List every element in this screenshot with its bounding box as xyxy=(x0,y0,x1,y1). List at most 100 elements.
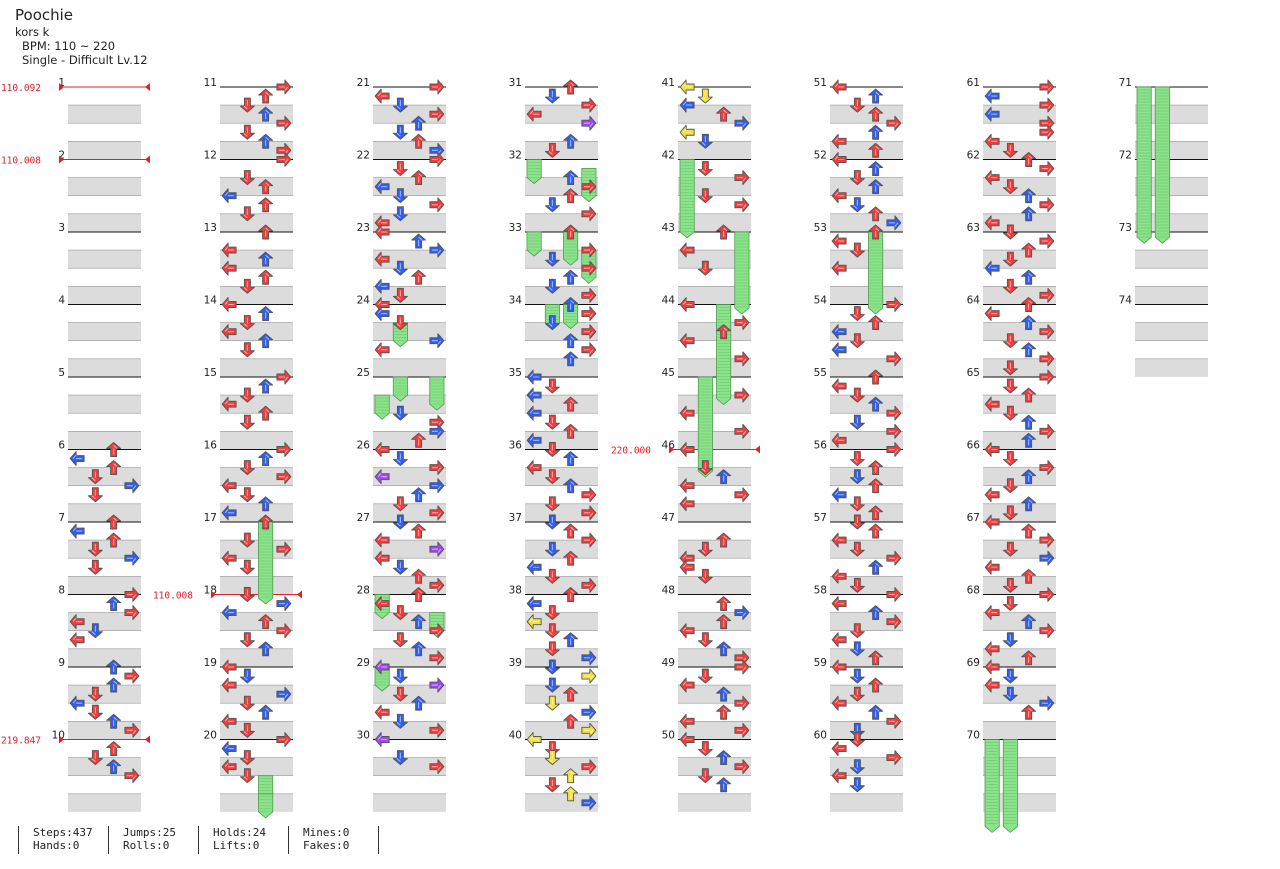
step-arrow xyxy=(1039,623,1055,639)
step-arrow xyxy=(411,432,427,448)
step-arrow xyxy=(563,550,579,566)
step-arrow xyxy=(849,623,865,639)
arrow-highlight xyxy=(224,191,235,197)
arrow-highlight xyxy=(834,536,845,541)
beat-stripe xyxy=(68,467,141,486)
arrow-highlight xyxy=(682,554,693,559)
step-arrow xyxy=(239,414,255,430)
step-arrow xyxy=(581,97,597,113)
measure-number: 39 xyxy=(509,657,522,669)
measure-50: 50 xyxy=(662,730,751,812)
step-arrow xyxy=(868,478,884,494)
arrow-highlight xyxy=(418,173,423,183)
arrow-highlight xyxy=(529,409,540,414)
arrow-highlight xyxy=(278,738,289,744)
arrow-highlight xyxy=(723,707,728,718)
measure-number: 11 xyxy=(204,77,217,89)
step-arrow xyxy=(239,124,255,140)
arrow-highlight xyxy=(1028,209,1033,219)
step-arrow xyxy=(563,478,579,494)
beat-stripe xyxy=(68,612,141,631)
step-arrow xyxy=(697,460,713,476)
step-arrow xyxy=(563,170,579,186)
arrow-highlight xyxy=(1041,131,1052,137)
beat-stripe xyxy=(525,177,598,196)
beat-stripe xyxy=(220,793,293,812)
step-arrow xyxy=(239,587,255,602)
step-arrow xyxy=(258,496,274,512)
arrow-highlight xyxy=(1006,381,1011,391)
step-arrow xyxy=(563,768,579,784)
measure-number: 67 xyxy=(967,512,980,524)
beat-stripe xyxy=(678,286,751,305)
beat-stripe xyxy=(525,105,598,124)
measure-number: 49 xyxy=(662,657,675,669)
step-arrow xyxy=(1002,360,1018,376)
arrow-highlight xyxy=(570,336,575,346)
arrow-highlight xyxy=(418,236,423,247)
stat-label: Fakes xyxy=(303,839,337,852)
arrow-highlight xyxy=(418,617,423,627)
step-arrow xyxy=(831,79,847,95)
arrow-highlight xyxy=(853,199,858,210)
step-arrow xyxy=(849,333,865,349)
arrow-highlight xyxy=(113,535,118,546)
step-arrow xyxy=(679,405,695,421)
step-arrow xyxy=(258,179,274,195)
arrow-highlight xyxy=(570,635,575,645)
arrow-highlight xyxy=(875,463,880,473)
arrow-highlight xyxy=(396,290,401,300)
step-arrow xyxy=(392,315,408,331)
arrow-highlight xyxy=(736,430,747,436)
step-arrow xyxy=(258,197,274,213)
arrow-highlight xyxy=(875,91,880,102)
measure-number: 53 xyxy=(814,222,827,234)
arrow-highlight xyxy=(396,408,401,418)
bpm-tick-right xyxy=(297,590,302,599)
arrow-highlight xyxy=(682,300,693,306)
beat-stripe xyxy=(1135,286,1208,305)
arrow-highlight xyxy=(265,644,270,654)
beat-stripe xyxy=(983,540,1056,559)
arrow-highlight xyxy=(377,708,388,713)
measure-64: 64 xyxy=(967,295,1056,377)
step-arrow xyxy=(429,722,445,738)
measure-number: 27 xyxy=(357,512,370,524)
beat-stripe xyxy=(983,467,1056,486)
measure-number: 37 xyxy=(509,512,522,524)
step-arrow xyxy=(276,469,292,485)
arrow-highlight xyxy=(570,771,575,781)
step-arrow xyxy=(831,741,847,756)
arrow-highlight xyxy=(1028,526,1033,537)
hold-body xyxy=(258,521,274,605)
measure-number: 42 xyxy=(662,150,675,162)
measure-4: 4 xyxy=(58,295,141,377)
step-arrow xyxy=(1039,79,1055,95)
arrow-highlight xyxy=(278,122,289,128)
measure-number: 8 xyxy=(58,585,65,597)
step-arrow xyxy=(984,170,1000,186)
step-arrow xyxy=(239,315,255,331)
bpm-tick-left xyxy=(59,735,64,744)
beat-stripe xyxy=(1135,358,1208,377)
arrow-highlight xyxy=(1028,653,1033,663)
beat-stripe xyxy=(983,793,1056,812)
bpm-change-marker: 110.008 xyxy=(1,155,150,167)
arrow-highlight xyxy=(265,707,270,718)
step-arrow xyxy=(984,677,1000,693)
step-arrow xyxy=(831,568,847,584)
hold-body xyxy=(563,231,579,266)
beat-stripe xyxy=(373,540,446,559)
step-arrow xyxy=(831,324,847,340)
beat-stripe xyxy=(983,576,1056,595)
arrow-highlight xyxy=(91,707,96,717)
arrow-highlight xyxy=(682,681,693,686)
beat-stripe xyxy=(220,685,293,704)
step-arrow xyxy=(734,659,750,675)
measure-number: 29 xyxy=(357,657,370,669)
beat-stripe xyxy=(678,685,751,704)
measure-28: 28 xyxy=(357,585,446,667)
measure-29: 29 xyxy=(357,657,446,740)
measure-31: 31 xyxy=(509,77,598,160)
